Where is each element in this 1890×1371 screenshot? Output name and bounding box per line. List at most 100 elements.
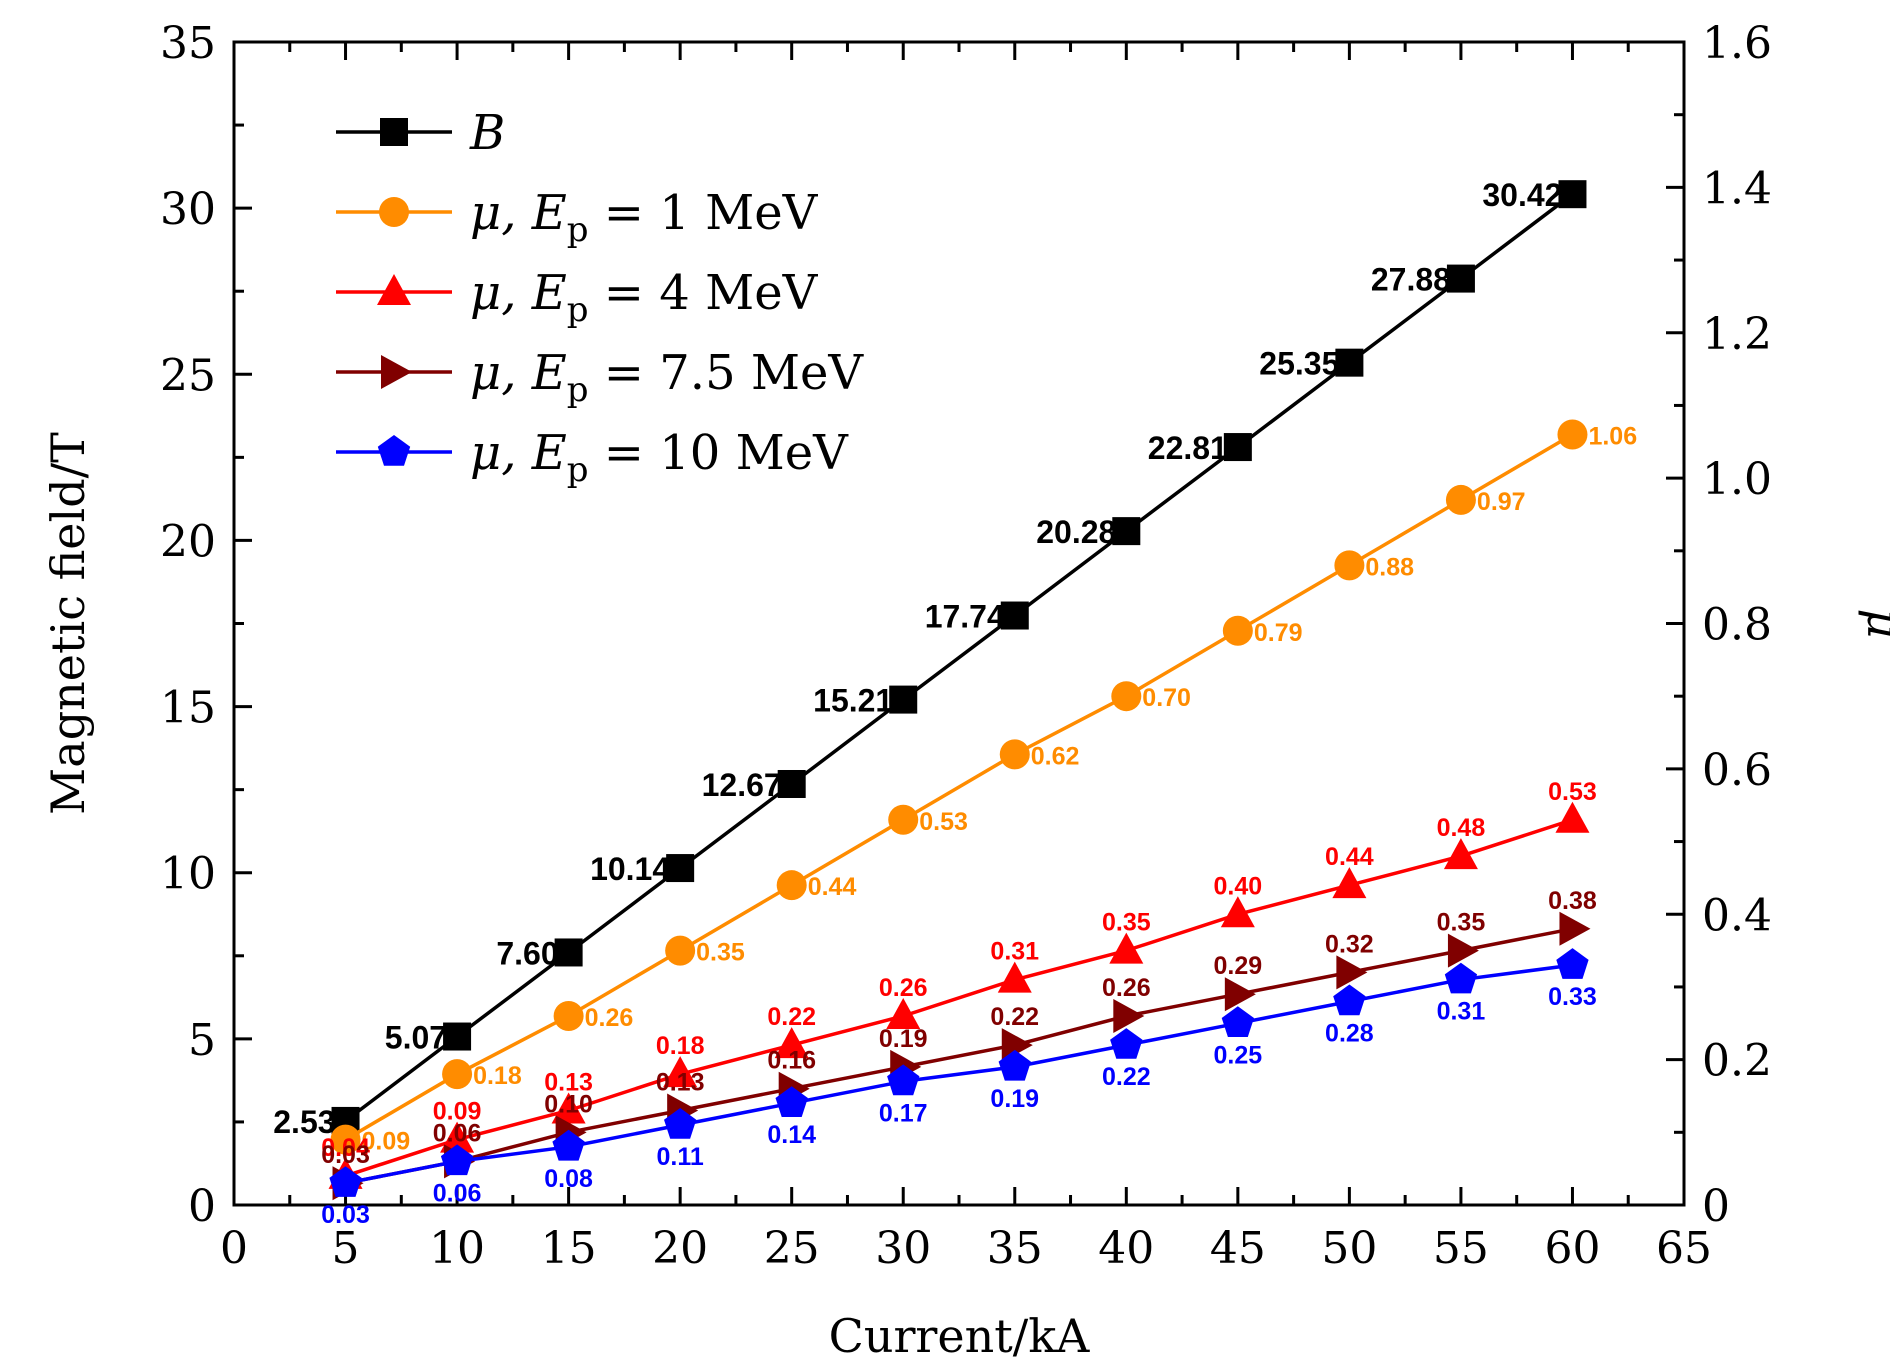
data-label-mu-1: 0.62 <box>1031 742 1080 770</box>
data-point-B <box>1335 348 1364 377</box>
x-tick-label: 40 <box>1098 1223 1154 1274</box>
x-tick-label: 45 <box>1210 1223 1266 1274</box>
data-point-mu-10 <box>1110 1028 1143 1059</box>
data-label-mu-10: 0.06 <box>433 1179 482 1207</box>
data-point-mu-10 <box>440 1144 474 1176</box>
series-line-B <box>344 192 1574 1123</box>
data-point-mu-4 <box>1332 867 1367 899</box>
data-label-mu-1: 0.53 <box>919 808 968 836</box>
data-point-mu-7-5 <box>1113 999 1145 1034</box>
data-label-mu-1: 0.70 <box>1142 684 1191 712</box>
data-point-mu-10 <box>1556 948 1589 979</box>
data-point-mu-10 <box>1221 1006 1254 1037</box>
data-point-mu-10 <box>664 1108 697 1139</box>
series-B <box>331 180 1587 1135</box>
y2-tick-label: 0.6 <box>1702 745 1772 796</box>
data-point-mu-1 <box>1222 615 1253 646</box>
data-label-mu-4: 0.26 <box>879 974 928 1002</box>
data-point-mu-1 <box>776 870 807 901</box>
legend-item-mu-10: μ, Ep = 10 MeV <box>336 425 849 490</box>
data-point-mu-10 <box>1444 962 1478 994</box>
y-tick-label: 30 <box>160 184 216 235</box>
y2-tick-label: 1.2 <box>1702 309 1772 360</box>
data-point-mu-4 <box>1220 896 1255 928</box>
data-label-mu-1: 0.09 <box>362 1128 411 1156</box>
data-point-mu-1 <box>442 1059 473 1090</box>
legend-label: μ, Ep = 7.5 MeV <box>470 345 864 410</box>
series-line-mu-10 <box>345 963 1573 1185</box>
x-tick-label: 0 <box>220 1223 248 1274</box>
legend-item-B: B <box>336 105 505 161</box>
data-label-mu-4: 0.44 <box>1325 843 1374 871</box>
data-point-mu-1 <box>553 1001 584 1032</box>
data-label-B: 22.81 <box>1148 430 1228 466</box>
data-point-mu-1 <box>1445 484 1476 515</box>
data-point-mu-10 <box>775 1086 808 1117</box>
data-point-B <box>1000 601 1029 630</box>
legend-label: μ, Ep = 10 MeV <box>470 425 849 490</box>
data-label-mu-7-5: 0.22 <box>990 1003 1039 1031</box>
data-label-mu-4: 0.35 <box>1102 909 1151 937</box>
data-label-mu-7-5: 0.10 <box>544 1090 593 1118</box>
y2-tick-label: 1.0 <box>1702 454 1772 505</box>
data-label-mu-7-5: 0.29 <box>1214 952 1263 980</box>
data-label-mu-1: 0.18 <box>473 1062 522 1090</box>
data-label-mu-1: 0.35 <box>696 939 745 967</box>
x-tick-label: 35 <box>987 1223 1043 1274</box>
data-label-mu-4: 0.22 <box>767 1003 816 1031</box>
legend-item-mu-4: μ, Ep = 4 MeV <box>336 265 819 330</box>
data-label-mu-4: 0.09 <box>433 1098 482 1126</box>
data-label-mu-4: 0.13 <box>544 1069 593 1097</box>
data-label-mu-7-5: 0.06 <box>433 1119 482 1147</box>
data-point-mu-10 <box>887 1064 920 1096</box>
data-point-B <box>1558 180 1587 209</box>
data-point-B <box>443 1022 472 1051</box>
data-point-mu-1 <box>1557 419 1588 450</box>
series-line-mu-4 <box>344 818 1574 1178</box>
series-mu-4 <box>328 801 1590 1189</box>
data-point-mu-1 <box>999 739 1030 770</box>
data-label-mu-7-5: 0.03 <box>321 1141 370 1169</box>
data-label-B: 27.88 <box>1371 262 1451 298</box>
data-point-B <box>777 769 806 798</box>
data-point-mu-4 <box>1555 801 1590 833</box>
data-point-mu-4 <box>663 1056 698 1088</box>
x-axis-title: Current/kA <box>829 1309 1091 1363</box>
axes: 0 5 10 15 20 25 30 35 40 45 50 55 60 6505101520253035… <box>41 18 1890 1363</box>
data-labels: 2.53 5.07 7.60 10.14 12.67 15.21 17.74 20.28 22.… <box>273 177 1637 1229</box>
data-point-B <box>889 685 918 714</box>
legend-marker <box>381 355 412 389</box>
y-tick-label: 35 <box>160 18 216 69</box>
y-tick-label: 15 <box>160 683 216 734</box>
y2-tick-label: 1.6 <box>1702 18 1772 69</box>
data-label-mu-4: 0.48 <box>1437 814 1486 842</box>
data-point-mu-7-5 <box>1336 955 1368 990</box>
data-point-mu-7-5 <box>1001 1028 1033 1063</box>
data-label-mu-10: 0.33 <box>1548 983 1597 1011</box>
data-point-mu-1 <box>665 935 696 966</box>
data-label-B: 12.67 <box>702 767 782 803</box>
data-label-mu-10: 0.14 <box>767 1121 816 1149</box>
y2-tick-label: 0 <box>1702 1181 1730 1232</box>
y-tick-label: 5 <box>188 1015 216 1066</box>
data-label-mu-7-5: 0.19 <box>879 1025 928 1053</box>
data-point-mu-4 <box>886 998 921 1030</box>
data-point-B <box>1446 264 1475 293</box>
data-label-mu-1: 1.06 <box>1588 423 1637 451</box>
y2-tick-label: 0.2 <box>1702 1036 1772 1087</box>
x-tick-label: 60 <box>1544 1223 1600 1274</box>
data-label-B: 20.28 <box>1036 514 1116 550</box>
x-tick-label: 55 <box>1433 1223 1489 1274</box>
data-label-mu-7-5: 0.38 <box>1548 887 1597 915</box>
data-point-mu-1 <box>1334 550 1365 581</box>
data-label-mu-7-5: 0.16 <box>767 1047 816 1075</box>
data-label-mu-10: 0.25 <box>1214 1041 1263 1069</box>
y-tick-label: 10 <box>160 849 216 900</box>
legend-marker <box>380 118 408 146</box>
data-point-mu-4 <box>440 1121 475 1153</box>
y2-tick-label: 0.8 <box>1702 600 1772 651</box>
data-point-mu-10 <box>329 1166 362 1197</box>
data-point-mu-10 <box>1333 984 1366 1016</box>
data-point-B <box>554 938 583 967</box>
